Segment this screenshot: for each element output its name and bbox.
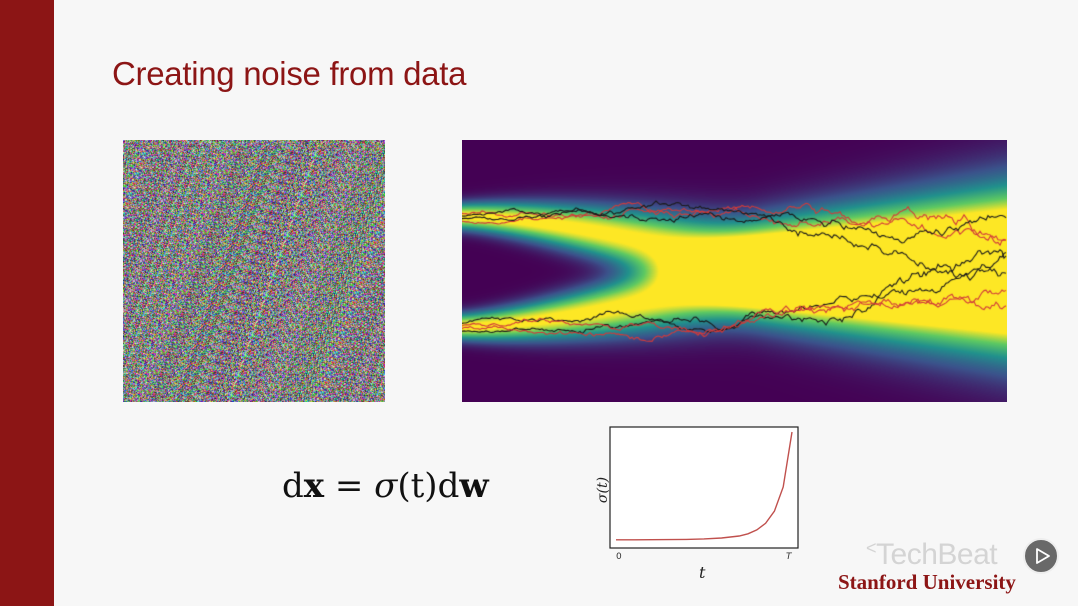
sigma-chart <box>609 426 799 549</box>
chart-x-tick-end: T <box>786 552 792 562</box>
chart-y-label: σ(t) <box>595 476 611 504</box>
stanford-logo: Stanford University <box>838 570 1016 594</box>
equation-d2: d <box>437 466 460 506</box>
left-accent-bar <box>0 0 54 606</box>
watermark-text: TechBeat <box>876 538 998 571</box>
diffusion-trajectory-plot <box>462 140 1007 402</box>
sigma-curve-line <box>616 431 793 541</box>
play-button[interactable] <box>1023 538 1059 574</box>
chart-x-tick-start: 0 <box>616 552 622 562</box>
watermark-chevron-icon: < <box>866 538 877 558</box>
equation-d1: d <box>282 466 304 506</box>
equation-w: w <box>459 466 489 506</box>
sde-equation: dx = σ(t)dw <box>282 466 489 506</box>
slide-title: Creating noise from data <box>112 55 467 92</box>
equation-equals: = <box>324 466 375 506</box>
chart-frame <box>609 426 799 549</box>
chart-x-label: t <box>699 563 706 582</box>
equation-paren: (t) <box>397 466 438 506</box>
noise-image <box>123 140 385 402</box>
equation-sigma: σ <box>374 466 398 506</box>
watermark: <TechBeat <box>866 538 998 572</box>
play-icon <box>1035 548 1050 564</box>
equation-x: x <box>303 466 325 506</box>
